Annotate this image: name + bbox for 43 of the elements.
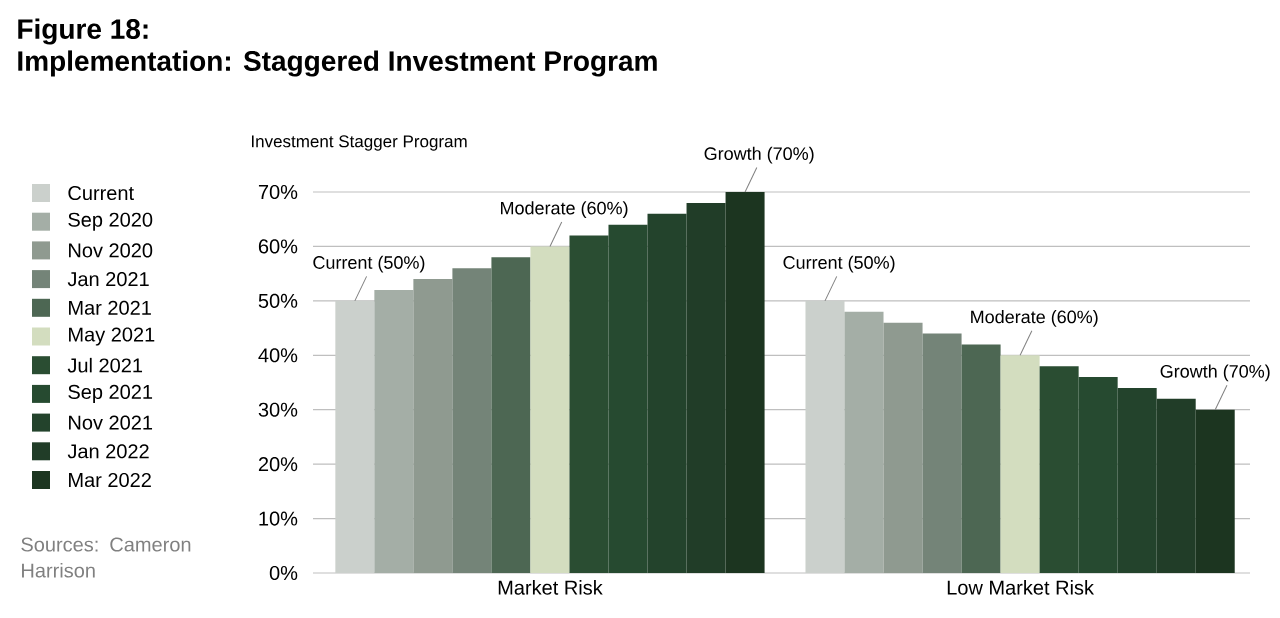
annotation: Moderate (60%) (501, 201, 628, 218)
annotation: Current (50%) (313, 255, 425, 273)
legend-label: May 2021 (69, 327, 155, 346)
legend-label: Nov 2021 (69, 415, 153, 430)
y-tick-label: 60% (258, 239, 298, 254)
legend-label: Mar 2021 (69, 300, 151, 315)
bar (491, 257, 531, 573)
y-tick-label: 30% (258, 402, 298, 417)
legend-label: Jan 2021 (67, 272, 149, 287)
bar (374, 289, 414, 573)
legend-label: Sep 2021 (68, 384, 153, 403)
bar (335, 300, 375, 573)
bar (922, 333, 962, 573)
bar (883, 322, 923, 573)
text: Figure 18: (18, 18, 148, 45)
bar (844, 311, 884, 573)
annotation: Growth (70%) (704, 146, 814, 164)
bar (1000, 355, 1040, 573)
legend-label: Current (68, 185, 134, 201)
chart-subtitle: Implementation: Staggered Investment Program (18, 50, 657, 77)
y-tick-label: 40% (258, 348, 298, 363)
y-axis-title: Investment Stagger Program (251, 135, 467, 151)
y-tick-label: 50% (258, 293, 298, 308)
bar (961, 344, 1001, 573)
bar (452, 268, 492, 573)
x-tick-label: Low Market Risk (947, 580, 1095, 595)
y-tick-label: 10% (259, 511, 298, 526)
legend-label: Jul 2021 (67, 357, 143, 373)
y-tick-label: 70% (258, 184, 298, 200)
legend-label: Sep 2020 (68, 212, 153, 231)
bar (805, 300, 845, 573)
legend-label: Jan 2022 (67, 444, 149, 459)
bar (413, 279, 453, 573)
annotation: Moderate (60%) (971, 310, 1098, 327)
legend-label: Nov 2020 (69, 243, 153, 258)
bar (530, 246, 570, 573)
x-tick-label: Market Risk (498, 580, 603, 595)
source-note: Sources: Cameron Harrison (21, 537, 191, 578)
annotation: Current (50%) (783, 255, 895, 273)
y-tick-label: 20% (258, 457, 298, 472)
annotation: Growth (70%) (1160, 364, 1270, 382)
y-tick-label: 0% (269, 565, 298, 581)
legend-label: Mar 2022 (69, 472, 151, 488)
